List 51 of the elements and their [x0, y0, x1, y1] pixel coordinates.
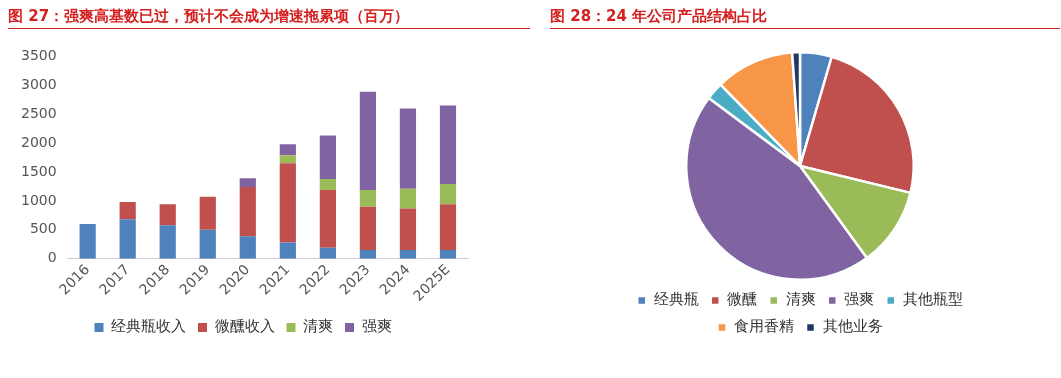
bar	[279, 242, 296, 259]
legend-label: 强爽	[844, 290, 875, 309]
bar	[399, 250, 417, 259]
bar	[359, 91, 377, 190]
bar	[399, 108, 417, 189]
y-tick-label: 0	[47, 249, 57, 266]
legend-label: 微醺	[727, 290, 758, 309]
y-tick-label: 1500	[20, 162, 57, 179]
bar	[439, 105, 457, 185]
legend-label: 清爽	[785, 290, 816, 309]
legend-label: 其他瓶型	[902, 290, 963, 309]
bar	[359, 189, 377, 207]
y-tick-label: 2500	[20, 104, 57, 121]
bar	[159, 204, 176, 226]
legend-label: 清爽	[303, 317, 333, 336]
bar	[439, 250, 457, 259]
bar	[399, 188, 417, 209]
bar	[439, 204, 457, 250]
bar	[119, 219, 136, 259]
legend-label: 经典瓶收入	[111, 317, 186, 336]
y-tick-label: 500	[29, 220, 57, 237]
bar	[239, 236, 256, 259]
bar	[79, 224, 96, 259]
legend-label: 食用香精	[734, 317, 794, 336]
bar	[279, 144, 296, 156]
legend-label: 经典瓶	[653, 290, 699, 309]
bar	[279, 163, 296, 243]
legend-label: 强爽	[361, 317, 392, 336]
bar	[319, 247, 336, 259]
bar	[399, 208, 417, 250]
bar	[199, 229, 216, 259]
bar	[359, 206, 377, 250]
y-tick-label: 3000	[20, 75, 57, 92]
bar	[319, 135, 336, 179]
legend-label: 微醺收入	[214, 317, 275, 336]
bar	[239, 187, 256, 237]
chart-title: 图 27：强爽高基数已过，预计不会成为增速拖累项（百万）	[8, 4, 530, 29]
y-tick-label: 1000	[20, 191, 57, 208]
y-tick-label: 2000	[20, 133, 57, 150]
y-tick-label: 3500	[20, 47, 57, 64]
bar	[199, 196, 216, 230]
chart-title: 图 28：24 年公司产品结构占比	[550, 4, 1060, 29]
bar	[119, 202, 136, 220]
bar	[319, 189, 336, 248]
bar	[239, 178, 256, 188]
bar	[279, 155, 296, 164]
bar	[159, 225, 176, 259]
bar	[359, 250, 377, 259]
legend-label: 其他业务	[822, 317, 883, 336]
bar	[439, 184, 457, 205]
bar	[319, 178, 336, 190]
